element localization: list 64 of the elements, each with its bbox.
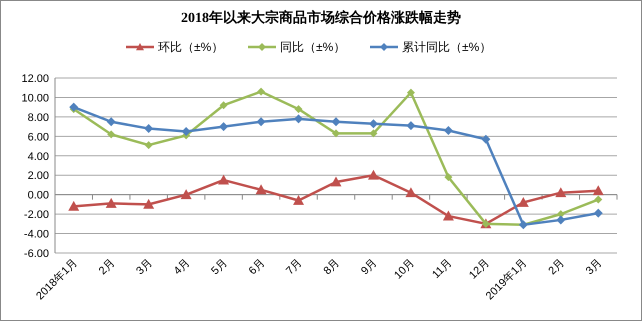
x-tick-label: 3月 <box>584 256 604 278</box>
x-tick-label: 2月 <box>546 256 567 278</box>
point <box>143 198 154 209</box>
point <box>69 102 78 112</box>
point <box>182 126 191 136</box>
y-tick-label: 6.00 <box>28 131 49 144</box>
y-tick-label: -4.00 <box>24 228 49 241</box>
point <box>556 215 566 224</box>
point <box>592 185 604 196</box>
point <box>107 130 116 138</box>
point <box>294 105 303 114</box>
point <box>219 122 228 132</box>
x-tick-label: 4月 <box>172 256 192 278</box>
point <box>332 129 340 138</box>
y-tick-label: 8.00 <box>28 112 49 124</box>
point <box>332 117 340 126</box>
point <box>594 208 603 218</box>
x-tick-label: 3月 <box>134 256 155 278</box>
y-tick-label: -6.00 <box>24 248 49 260</box>
y-tick-label: 10.00 <box>21 92 49 104</box>
point <box>406 121 416 130</box>
point <box>594 196 602 204</box>
x-tick-label: 7月 <box>284 256 305 278</box>
point <box>106 198 117 208</box>
x-tick-label: 5月 <box>209 256 230 278</box>
legend-label: 累计同比（±%） <box>402 40 492 54</box>
point <box>481 134 490 144</box>
x-tick-label: 2月 <box>96 256 118 278</box>
point <box>68 200 80 211</box>
point <box>106 117 116 126</box>
y-tick-label: 4.00 <box>28 150 49 163</box>
point <box>144 124 154 134</box>
chart-title: 2018年以来大宗商品市场综合价格涨跌幅走势 <box>181 9 461 26</box>
point <box>257 88 266 96</box>
point <box>444 126 453 135</box>
x-tick-label: 11月 <box>430 256 455 281</box>
point <box>144 141 153 150</box>
point <box>218 174 230 184</box>
x-tick-label: 6月 <box>246 256 268 278</box>
y-tick-label: 2.00 <box>28 170 49 182</box>
point <box>444 173 452 182</box>
point <box>442 210 454 220</box>
point <box>294 114 304 124</box>
point <box>256 184 267 194</box>
point <box>293 195 304 205</box>
legend-label: 同比（±%） <box>280 40 346 54</box>
point <box>368 119 378 128</box>
y-tick-label: 0.00 <box>28 190 49 202</box>
y-tick-label: 12.00 <box>21 73 49 85</box>
point <box>180 189 192 200</box>
point <box>256 117 266 126</box>
point <box>330 176 342 186</box>
point <box>406 88 415 97</box>
y-tick-label: -2.00 <box>24 209 49 222</box>
point <box>555 187 566 198</box>
legend-label: 环比（±%） <box>158 40 224 54</box>
x-tick-label: 8月 <box>322 256 342 278</box>
x-tick-label: 12月 <box>467 256 492 282</box>
point <box>405 187 416 198</box>
x-tick-label: 9月 <box>358 256 380 278</box>
x-tick-label: 10月 <box>392 256 418 282</box>
point <box>518 196 529 207</box>
point <box>368 170 379 180</box>
point <box>220 101 228 110</box>
